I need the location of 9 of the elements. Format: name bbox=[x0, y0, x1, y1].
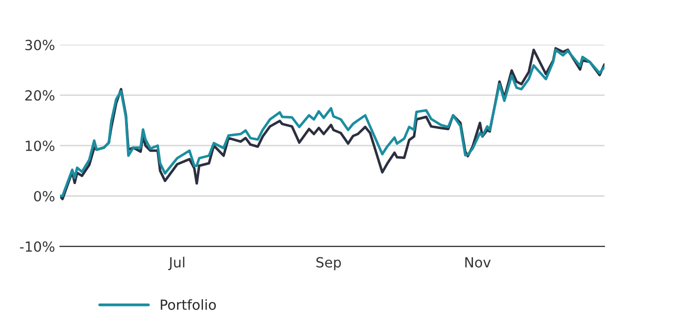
y-tick-label: 30% bbox=[25, 40, 54, 50]
legend-label: Portfolio bbox=[160, 299, 216, 310]
y-tick-label: 0% bbox=[34, 190, 54, 202]
y-tick-label: -10% bbox=[20, 241, 54, 252]
y-tick-label: 10% bbox=[26, 140, 54, 152]
x-tick-label: Jul bbox=[168, 256, 184, 270]
x-tick-label: Sep bbox=[316, 257, 341, 270]
x-tick-label: Nov bbox=[465, 257, 491, 268]
y-tick-label: 20% bbox=[25, 90, 54, 101]
